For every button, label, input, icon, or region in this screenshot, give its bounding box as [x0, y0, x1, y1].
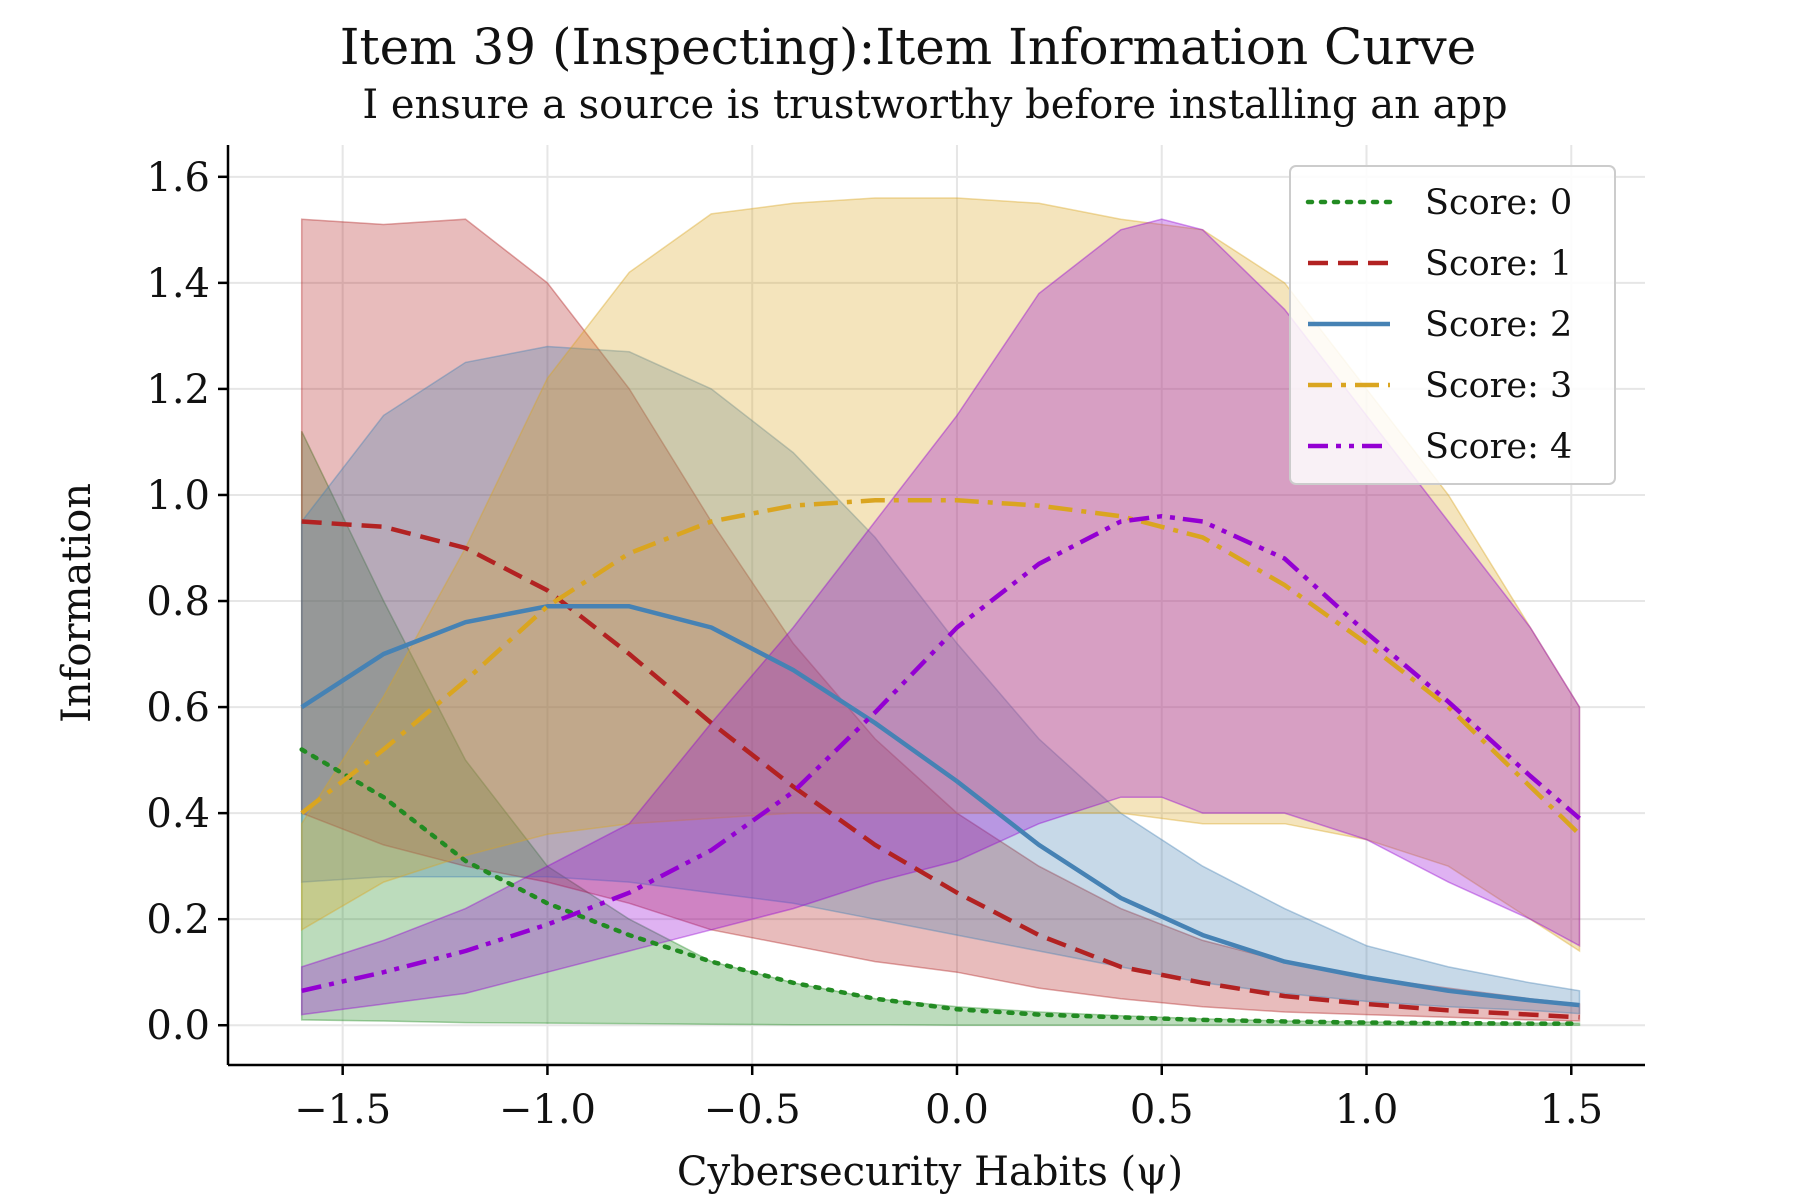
- y-tick-label: 1.0: [146, 473, 210, 519]
- line-score-4: [301, 513, 1581, 993]
- x-tick-label: −0.5: [704, 1087, 801, 1133]
- legend-label-score-3: Score: 3: [1425, 366, 1572, 406]
- y-axis-label: Information: [54, 483, 100, 723]
- legend-label-score-2: Score: 2: [1425, 305, 1572, 345]
- y-tick-label: 0.6: [146, 685, 210, 731]
- line-score-1: [301, 519, 1580, 1020]
- line-score-2: [300, 604, 1580, 1008]
- legend-items: Score: 0 Score: 1 Score: 2 Score: 3 Score: 4: [1305, 183, 1572, 467]
- legend: Score: 0 Score: 1 Score: 2 Score: 3 Score: 4: [1289, 165, 1616, 485]
- y-tick-label: 1.6: [146, 155, 210, 201]
- band-score-3: [300, 197, 1581, 953]
- y-tick-label: 0.4: [146, 791, 210, 837]
- chart-title: Item 39 (Inspecting):Item Information Cu…: [340, 18, 1477, 76]
- legend-label-score-1: Score: 1: [1425, 244, 1572, 284]
- x-tick-label: 0.0: [925, 1087, 989, 1133]
- band-score-2: [300, 345, 1581, 1015]
- chart-subtitle: I ensure a source is trustworthy before …: [362, 82, 1507, 128]
- y-tick-label: 0.8: [146, 579, 210, 625]
- legend-box: [1289, 165, 1616, 485]
- line-score-3: [300, 498, 1582, 836]
- x-tick-label: −1.0: [499, 1087, 596, 1133]
- y-tick-label: 0.2: [146, 897, 210, 943]
- line-score-0: [299, 747, 1582, 1026]
- band-score-4: [300, 218, 1581, 1016]
- y-tick-label: 1.2: [146, 367, 210, 413]
- y-tick-label: 1.4: [146, 261, 210, 307]
- legend-label-score-0: Score: 0: [1425, 183, 1572, 223]
- series-lines: [299, 498, 1582, 1026]
- x-tick-label: 0.5: [1130, 1087, 1194, 1133]
- legend-label-score-4: Score: 4: [1425, 427, 1572, 467]
- x-tick-label: 1.0: [1335, 1087, 1399, 1133]
- y-tick-label: 0.0: [146, 1003, 210, 1049]
- ticks: −1.5 −1.0 −0.5 0.0 0.5 1.0 1.5 0.0 0.2 0.4 0.6 0.8 1…: [146, 155, 1603, 1133]
- x-axis-label: Cybersecurity Habits (ψ): [677, 1149, 1183, 1195]
- band-score-1: [300, 218, 1581, 1022]
- confidence-bands: [300, 197, 1581, 1026]
- axes: [226, 145, 1645, 1067]
- x-tick-label: −1.5: [294, 1087, 391, 1133]
- x-tick-label: 1.5: [1539, 1087, 1603, 1133]
